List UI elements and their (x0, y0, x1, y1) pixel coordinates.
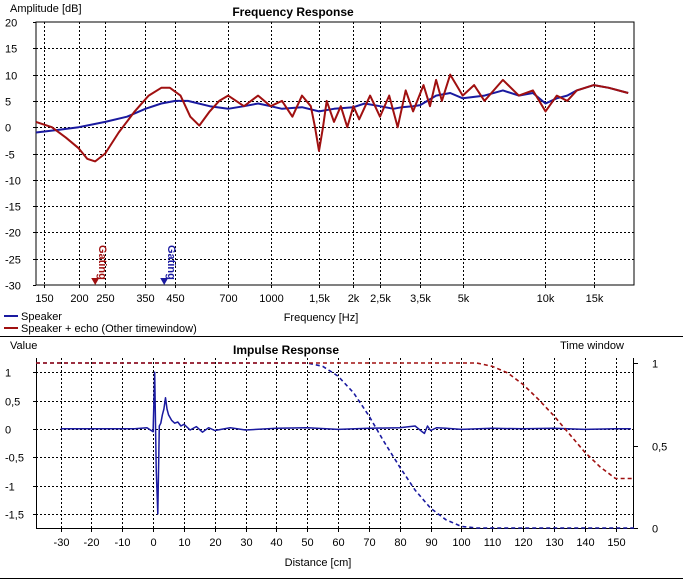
impulse-plot-area (36, 358, 634, 529)
frequency-y-tick-label: 5 (5, 97, 11, 109)
frequency-grid (36, 22, 634, 285)
frequency-x-tick-label: 150 (35, 293, 53, 305)
time-window-speaker-line (36, 362, 634, 529)
impulse-y-ticks: 1 0,5 0 -0,5 -1 -1,5 (5, 368, 36, 522)
frequency-y-tick-label: -20 (5, 228, 21, 240)
impulse-y-tick-label: 0,5 (5, 397, 20, 409)
impulse-y2-tick-label: 0,5 (652, 442, 667, 454)
impulse-x-tick-label: -10 (115, 537, 131, 549)
frequency-x-tick-label: 450 (166, 293, 184, 305)
frequency-y-tick-label: -30 (5, 281, 21, 293)
frequency-plot-frame (35, 21, 635, 286)
frequency-y-tick-label: 10 (5, 71, 17, 83)
legend-label-echo: Speaker + echo (Other timewindow) (21, 323, 197, 335)
impulse-x-tick-label: -30 (54, 537, 70, 549)
impulse-x-tick-label: 100 (452, 537, 470, 549)
frequency-series (35, 73, 629, 163)
speaker-echo-response-line (35, 73, 629, 163)
frequency-legend: Speaker Speaker + echo (Other timewindow… (4, 311, 197, 335)
impulse-x-tick-label: 50 (301, 537, 313, 549)
gating-markers: Gating Gating (91, 245, 177, 285)
gating-label-speaker: Gating (165, 245, 177, 280)
legend-label-speaker: Speaker (21, 311, 62, 323)
frequency-y-tick-label: -10 (5, 176, 21, 188)
impulse-x-tick-label: 120 (514, 537, 532, 549)
impulse-x-tick-label: 0 (150, 537, 156, 549)
impulse-y-tick-label: 0 (5, 425, 11, 437)
impulse-y-tick-label: 1 (5, 368, 11, 380)
frequency-x-tick-label: 200 (70, 293, 88, 305)
impulse-x-tick-label: 20 (209, 537, 221, 549)
impulse-y2-ticks: 10,50 (634, 359, 667, 536)
frequency-x-tick-label: 2,5k (370, 293, 391, 305)
impulse-y2-tick-label: 0 (652, 524, 658, 536)
frequency-y-tick-label: 0 (5, 123, 11, 135)
impulse-x-tick-label: 40 (270, 537, 282, 549)
impulse-y-tick-label: -1,5 (5, 510, 24, 522)
impulse-x-tick-label: 150 (607, 537, 625, 549)
frequency-x-tick-label: 350 (136, 293, 154, 305)
impulse-x-tick-label: -20 (84, 537, 100, 549)
frequency-x-tick-label: 15k (586, 293, 604, 305)
impulse-y-tick-label: -1 (5, 482, 15, 494)
impulse-series (36, 362, 634, 529)
impulse-x-tick-label: 70 (363, 537, 375, 549)
frequency-x-tick-label: 1,5k (309, 293, 330, 305)
frequency-x-ticks: 150 200 250 350 450 700 1000 1,5k 2k 2,5k 3,5k 5k 10… (35, 285, 604, 305)
frequency-y-tick-label: 20 (5, 18, 17, 30)
frequency-xlabel: Frequency [Hz] (284, 312, 359, 324)
frequency-x-tick-label: 3,5k (410, 293, 431, 305)
impulse-x-ticks: -30 -20 -10 0 10 20 30 40 50 60 70 80 90 100 110 120 130… (54, 528, 626, 549)
frequency-x-tick-label: 250 (96, 293, 114, 305)
frequency-y-tick-label: -25 (5, 255, 21, 267)
frequency-title: Frequency Response (232, 5, 354, 19)
impulse-x-tick-label: 90 (425, 537, 437, 549)
impulse-x-tick-label: 80 (394, 537, 406, 549)
impulse-x-tick-label: 60 (332, 537, 344, 549)
frequency-x-tick-label: 2k (348, 293, 360, 305)
gating-label-echo: Gating (96, 245, 108, 280)
frequency-x-tick-label: 5k (458, 293, 470, 305)
impulse-xlabel: Distance [cm] (285, 557, 352, 569)
impulse-x-tick-label: 30 (240, 537, 252, 549)
frequency-y-tick-label: -5 (5, 150, 15, 162)
impulse-x-tick-label: 130 (545, 537, 563, 549)
speaker-response-line (35, 84, 629, 134)
impulse-y-tick-label: -0,5 (5, 453, 24, 465)
impulse-ylabel: Value (10, 340, 37, 352)
frequency-x-tick-label: 700 (219, 293, 237, 305)
frequency-x-tick-label: 1000 (259, 293, 283, 305)
impulse-x-tick-label: 10 (178, 537, 190, 549)
frequency-y-tick-label: -15 (5, 202, 21, 214)
impulse-response-line (60, 371, 631, 515)
impulse-y2label: Time window (560, 340, 624, 352)
frequency-ylabel: Amplitude [dB] (10, 3, 82, 15)
impulse-x-tick-label: 110 (484, 537, 502, 549)
frequency-y-tick-label: 15 (5, 44, 17, 56)
gating-marker-arrow (160, 278, 169, 285)
frequency-y-ticks: 20 15 10 5 0 -5 -10 -15 -20 -25 -30 (5, 18, 36, 293)
time-window-echo-line (36, 362, 634, 480)
impulse-x-tick-label: 140 (576, 537, 594, 549)
impulse-grid (36, 358, 634, 528)
frequency-plot-area (35, 21, 635, 286)
gating-marker-arrow (91, 278, 100, 285)
impulse-y2-tick-label: 1 (652, 359, 658, 371)
frequency-x-tick-label: 10k (537, 293, 555, 305)
impulse-title: Impulse Response (233, 343, 339, 357)
